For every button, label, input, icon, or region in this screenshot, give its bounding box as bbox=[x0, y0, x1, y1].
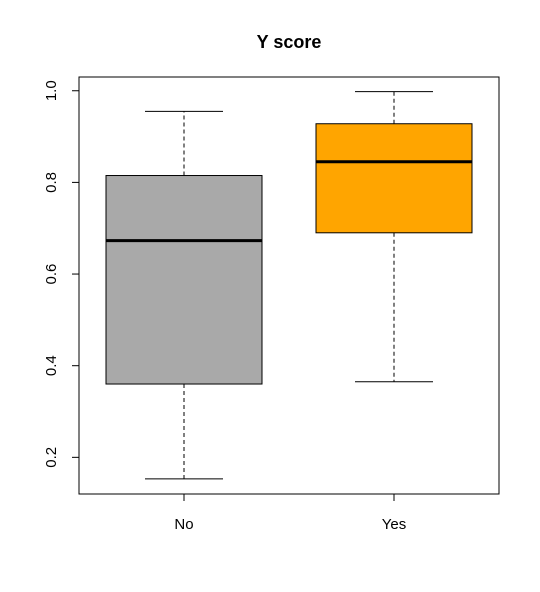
chart-title: Y score bbox=[257, 32, 322, 52]
y-tick-label: 0.4 bbox=[43, 355, 60, 376]
x-tick-label: No bbox=[174, 516, 193, 533]
plot-frame bbox=[78, 76, 500, 495]
box-yes bbox=[315, 123, 473, 234]
box-no bbox=[105, 175, 263, 385]
x-tick-label: Yes bbox=[382, 516, 406, 533]
y-tick-label: 1.0 bbox=[43, 80, 60, 101]
y-tick-label: 0.2 bbox=[43, 447, 60, 468]
y-tick-label: 0.8 bbox=[43, 172, 60, 193]
y-tick-label: 0.6 bbox=[43, 264, 60, 285]
plot-area: 0.2 0.4 0.6 0.8 1.0 No Yes bbox=[43, 76, 500, 533]
